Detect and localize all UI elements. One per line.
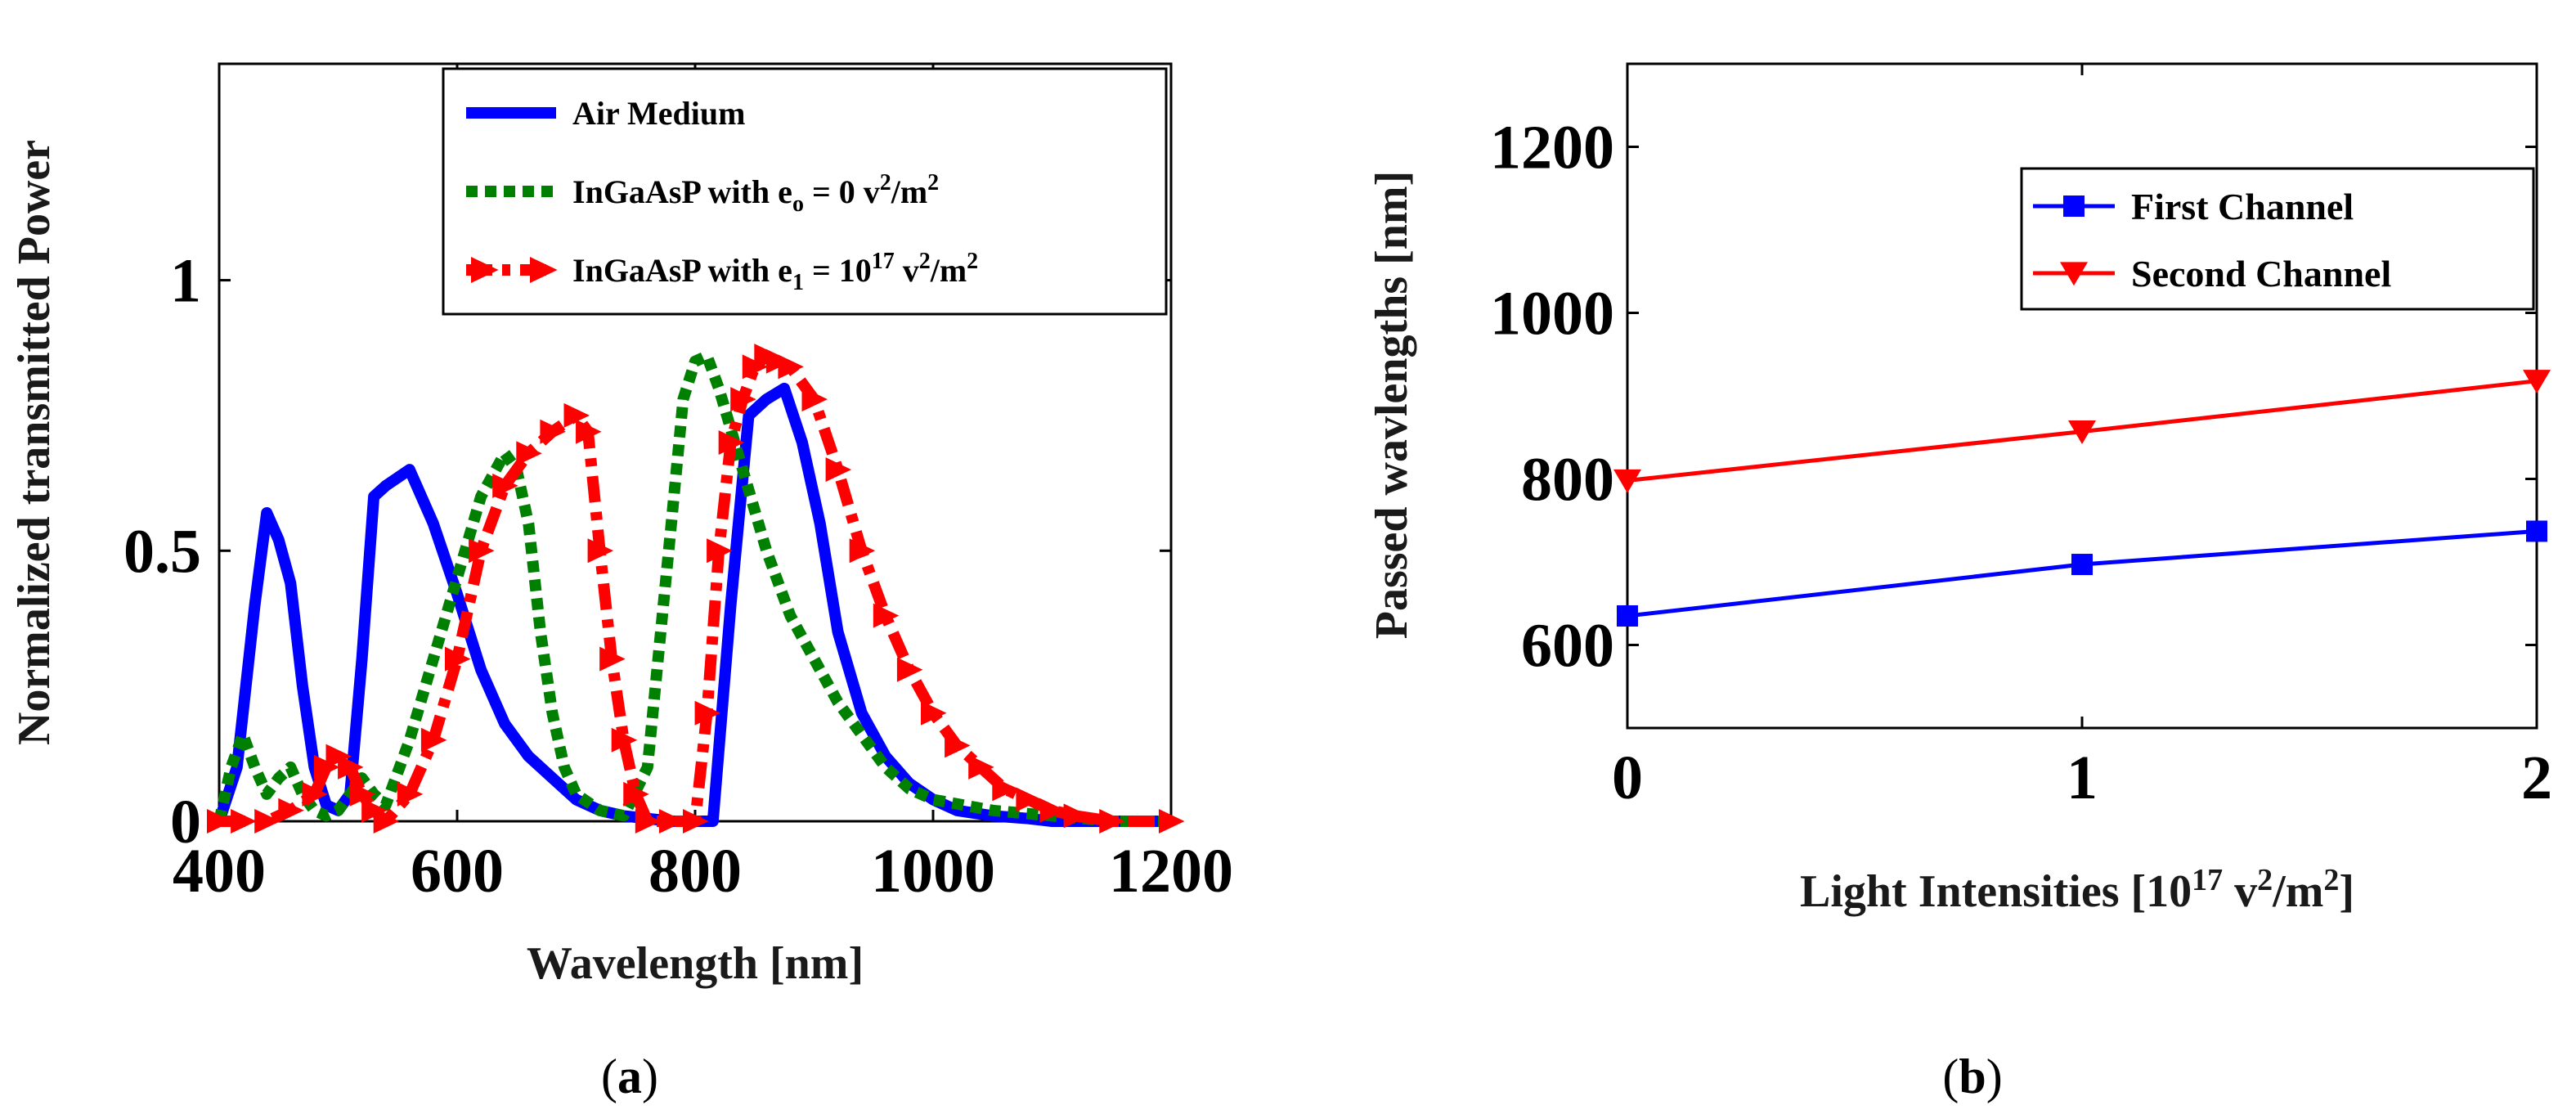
series-marker <box>563 402 590 428</box>
data-point-marker <box>2071 554 2093 576</box>
panel-a: 00.51 400 600 800 1000 1200 Normalized trans… <box>9 62 1233 1103</box>
series-marker <box>1016 787 1042 812</box>
x-tick-label: 2 <box>2521 744 2552 812</box>
panel-b: 600 800 1000 1200 0 1 2 Passed wavlengths [nm… <box>1367 62 2552 1103</box>
series-marker <box>707 538 733 564</box>
panel-b-legend: First Channel Second Channel <box>2020 167 2535 311</box>
y-tick-label: 1000 <box>1490 280 1614 348</box>
data-point-marker <box>1613 469 1641 493</box>
legend-marker-second-channel <box>2060 262 2088 286</box>
data-point-marker <box>2526 520 2547 542</box>
panel-b-legend-box <box>2020 167 2535 311</box>
panel-b-x-axis-label: Light Intensities [1017 v2/m2] <box>1800 863 2354 917</box>
legend-marker <box>530 257 558 283</box>
series-marker <box>516 441 542 466</box>
y-tick-label: 0 <box>170 788 201 856</box>
legend-marker <box>2060 262 2088 286</box>
series-marker <box>992 776 1018 802</box>
series-marker <box>599 646 626 672</box>
series-marker <box>801 387 828 412</box>
x-tick-label: 600 <box>411 837 504 906</box>
series-marker <box>469 538 495 564</box>
x-tick-label: 400 <box>173 837 266 906</box>
legend-marker <box>471 257 499 283</box>
series-marker <box>623 781 649 807</box>
legend-label-ingaasp-e0: InGaAsP with eo = 0 v2/m2 <box>572 170 939 217</box>
series-marker <box>420 727 447 753</box>
series-marker <box>1159 809 1185 834</box>
y-tick-label: 1200 <box>1490 114 1614 182</box>
series-marker <box>576 419 602 444</box>
legend-label-air-medium: Air Medium <box>572 95 745 132</box>
panel-a-x-axis-label: Wavelength [nm] <box>527 938 864 989</box>
x-tick-label: 1200 <box>1109 837 1233 906</box>
series-marker <box>445 646 471 672</box>
series-marker <box>492 473 518 498</box>
panel-a-legend: Air Medium InGaAsP with eo = 0 v2/m2 InG… <box>442 67 1168 316</box>
panel-a-series <box>207 344 1185 834</box>
x-tick-label: 1000 <box>871 837 995 906</box>
panel-a-x-tick-labels: 400 600 800 1000 1200 <box>173 837 1233 906</box>
series-marker <box>373 809 400 834</box>
series-marker <box>778 354 804 380</box>
legend-marker-ingaasp-e1 <box>471 257 558 283</box>
series-marker <box>730 387 756 412</box>
panel-b-y-tick-labels: 600 800 1000 1200 <box>1490 114 1614 681</box>
series-marker <box>587 538 614 564</box>
series-marker <box>254 809 280 834</box>
panel-a-caption: (a) <box>601 1049 658 1103</box>
series-marker <box>658 809 685 834</box>
series-line-1 <box>213 350 1171 827</box>
panel-b-series <box>1613 370 2551 627</box>
series-marker <box>635 809 662 834</box>
series-marker <box>968 754 994 780</box>
series-marker <box>349 781 376 807</box>
series-marker <box>921 700 947 726</box>
series-marker <box>1063 803 1090 829</box>
panel-b-y-axis-label: Passed wavlengths [nm] <box>1367 171 1417 639</box>
series-marker <box>207 809 233 834</box>
series-marker <box>231 809 257 834</box>
x-tick-label: 0 <box>1612 744 1643 812</box>
series-marker <box>825 457 852 483</box>
x-tick-label: 1 <box>2067 744 2098 812</box>
series-marker <box>397 781 424 807</box>
panel-b-caption: (b) <box>1942 1049 2002 1103</box>
series-marker <box>302 781 328 807</box>
panel-b-x-tick-labels: 0 1 2 <box>1612 744 2552 812</box>
y-tick-label: 0.5 <box>123 517 201 586</box>
legend-marker-first-channel <box>2063 195 2085 217</box>
panel-a-legend-box <box>442 67 1168 316</box>
series-marker <box>1099 809 1125 834</box>
series-marker <box>1039 798 1066 823</box>
data-point-marker <box>1617 604 1638 627</box>
series-marker <box>338 754 364 780</box>
y-tick-label: 1 <box>170 247 201 316</box>
legend-label-first-channel: First Channel <box>2131 186 2354 227</box>
series-line-0 <box>213 382 1171 827</box>
series-marker <box>611 727 638 753</box>
series-marker <box>896 657 923 682</box>
legend-label-second-channel: Second Channel <box>2131 253 2391 294</box>
x-tick-label: 800 <box>648 837 742 906</box>
y-tick-label: 600 <box>1521 612 1614 681</box>
series-marker <box>873 603 900 628</box>
data-point-marker <box>2068 420 2096 444</box>
legend-label-ingaasp-e1: InGaAsP with e1 = 1017 v2/m2 <box>572 249 978 295</box>
series-marker <box>718 430 745 455</box>
series-marker <box>945 733 971 758</box>
series-marker <box>278 798 304 823</box>
series-marker <box>849 538 876 564</box>
panel-a-y-axis-label: Normalized transmitted Power <box>9 140 60 745</box>
series-marker <box>683 809 709 834</box>
panel-a-y-tick-labels: 00.51 <box>123 247 201 856</box>
legend-marker <box>2063 195 2085 217</box>
y-tick-label: 800 <box>1521 446 1614 515</box>
data-point-marker <box>2523 370 2551 394</box>
series-marker <box>540 419 566 444</box>
series-marker <box>694 700 721 726</box>
